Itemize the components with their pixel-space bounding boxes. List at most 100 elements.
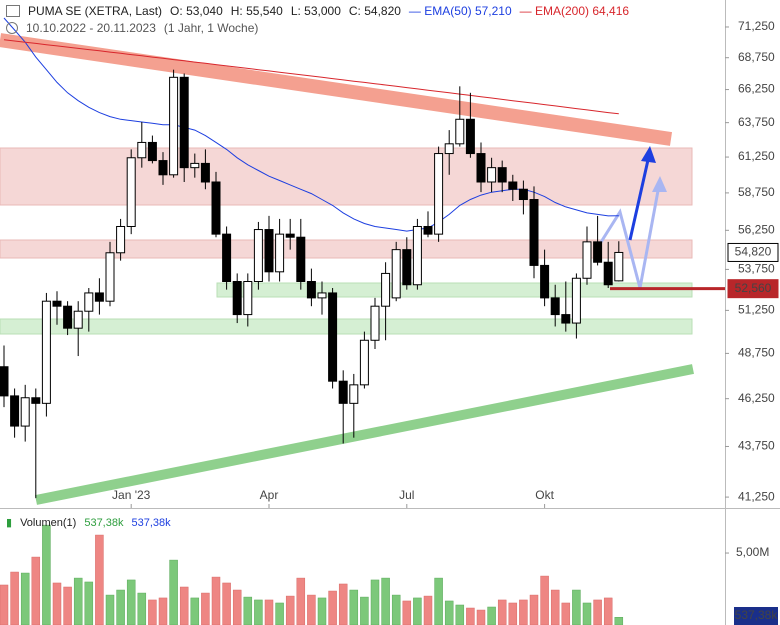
quote: C: 54,820 — [349, 4, 401, 18]
legend-value: 64,416 — [592, 4, 630, 18]
y-tick-label: 46,250 — [738, 391, 775, 405]
volume-title: Volumen(1) — [20, 516, 77, 529]
candle-body — [126, 157, 136, 227]
volume-bar — [349, 589, 359, 625]
candle-body — [73, 310, 83, 329]
volume-bar — [519, 599, 528, 625]
volume-bar — [455, 604, 465, 625]
support-zone — [0, 318, 693, 335]
x-tick-label: Apr — [260, 488, 279, 502]
volume-bar — [95, 534, 104, 625]
candle-body — [614, 251, 624, 282]
volume-bar — [52, 582, 62, 625]
candle-body — [508, 181, 518, 190]
quote-label: H: — [230, 4, 243, 18]
volume-tick-label: 5,00M — [736, 545, 769, 559]
volume-bar — [73, 577, 83, 625]
volume-bar — [0, 584, 9, 625]
quote-value: 55,540 — [246, 4, 283, 18]
volume-bar — [116, 589, 125, 625]
candle-body — [434, 153, 444, 235]
volume-bar — [487, 606, 496, 625]
volume-bar — [232, 589, 242, 625]
y-tick-label: 41,250 — [738, 489, 775, 503]
x-tick-label: Jan '23 — [112, 488, 151, 502]
volume-bar — [423, 595, 433, 625]
volume-bar — [31, 556, 41, 625]
quote: H: 55,540 — [231, 4, 283, 18]
volume-bar — [84, 581, 94, 625]
volume-bar — [285, 595, 295, 625]
chart-title: PUMA SE (XETRA, Last) — [28, 4, 163, 18]
candle-body — [105, 252, 115, 302]
candle-body — [10, 395, 20, 427]
candle-body — [63, 305, 73, 329]
candle-body — [94, 292, 104, 302]
volume-bar — [614, 617, 624, 625]
candle-body — [0, 366, 9, 397]
volume-bar — [508, 602, 518, 625]
y-tick-label: 71,250 — [738, 19, 775, 33]
candle-body — [487, 167, 497, 183]
volume-bar — [254, 599, 263, 625]
volume-bar — [179, 586, 189, 625]
legend-label: EMA(200) — [535, 4, 590, 18]
volume-bar — [466, 607, 475, 625]
candle-body — [529, 199, 539, 266]
quote-value: 53,000 — [304, 4, 341, 18]
projection-path — [594, 179, 662, 289]
quote: L: 53,000 — [291, 4, 341, 18]
y-tick-label: 56,250 — [738, 222, 775, 236]
volume-bar — [413, 597, 422, 625]
candle-body — [540, 264, 550, 299]
volume-bar — [42, 524, 51, 625]
chart-icon — [6, 5, 20, 17]
volume-bar — [105, 594, 115, 625]
legend-row: PUMA SE (XETRA, Last) O: 53,040 H: 55,54… — [6, 4, 629, 18]
y-tick-label: 66,250 — [738, 82, 775, 96]
volume-bar — [264, 599, 274, 625]
period: (1 Jahr, 1 Woche) — [163, 21, 259, 35]
candle-body — [349, 384, 359, 404]
candle-body — [264, 229, 274, 273]
volume-bar — [20, 572, 30, 625]
candle-body — [317, 292, 327, 299]
candle-body — [338, 380, 348, 404]
candle-body — [593, 241, 603, 263]
candle-body — [296, 236, 306, 282]
candle-body — [444, 143, 454, 155]
candle-body — [561, 314, 571, 324]
candle-body — [328, 292, 338, 382]
quote-label: C: — [348, 4, 361, 18]
volume-bar — [10, 571, 19, 625]
volume-last-box — [734, 607, 778, 625]
candle-body — [381, 272, 391, 307]
candle-body — [200, 162, 210, 183]
y-tick-label: 51,250 — [738, 303, 775, 317]
candle-body — [603, 261, 613, 286]
candle-body — [158, 160, 168, 176]
quote-label: O: — [170, 4, 183, 18]
candle-body — [465, 118, 475, 155]
volume-bar — [158, 597, 168, 625]
trend-line — [0, 33, 673, 146]
volume-bar — [328, 590, 337, 625]
candle-body — [41, 300, 51, 404]
candle-body — [116, 225, 126, 254]
trend-line — [35, 364, 694, 505]
volume-icon: ▮ — [6, 517, 13, 529]
legend-entry: — EMA(200) 64,416 — [519, 4, 630, 18]
volume-bar — [169, 559, 178, 625]
resistance-zone — [0, 239, 693, 259]
volume-bar — [338, 583, 348, 625]
volume-bar — [434, 577, 443, 625]
candle-body — [211, 181, 221, 235]
volume-last-label: 537,38k — [735, 608, 779, 622]
candle-body — [391, 249, 401, 299]
volume-bar — [381, 577, 390, 625]
volume-bar — [201, 592, 210, 625]
volume-bar — [391, 594, 401, 625]
candle-body — [147, 141, 157, 162]
